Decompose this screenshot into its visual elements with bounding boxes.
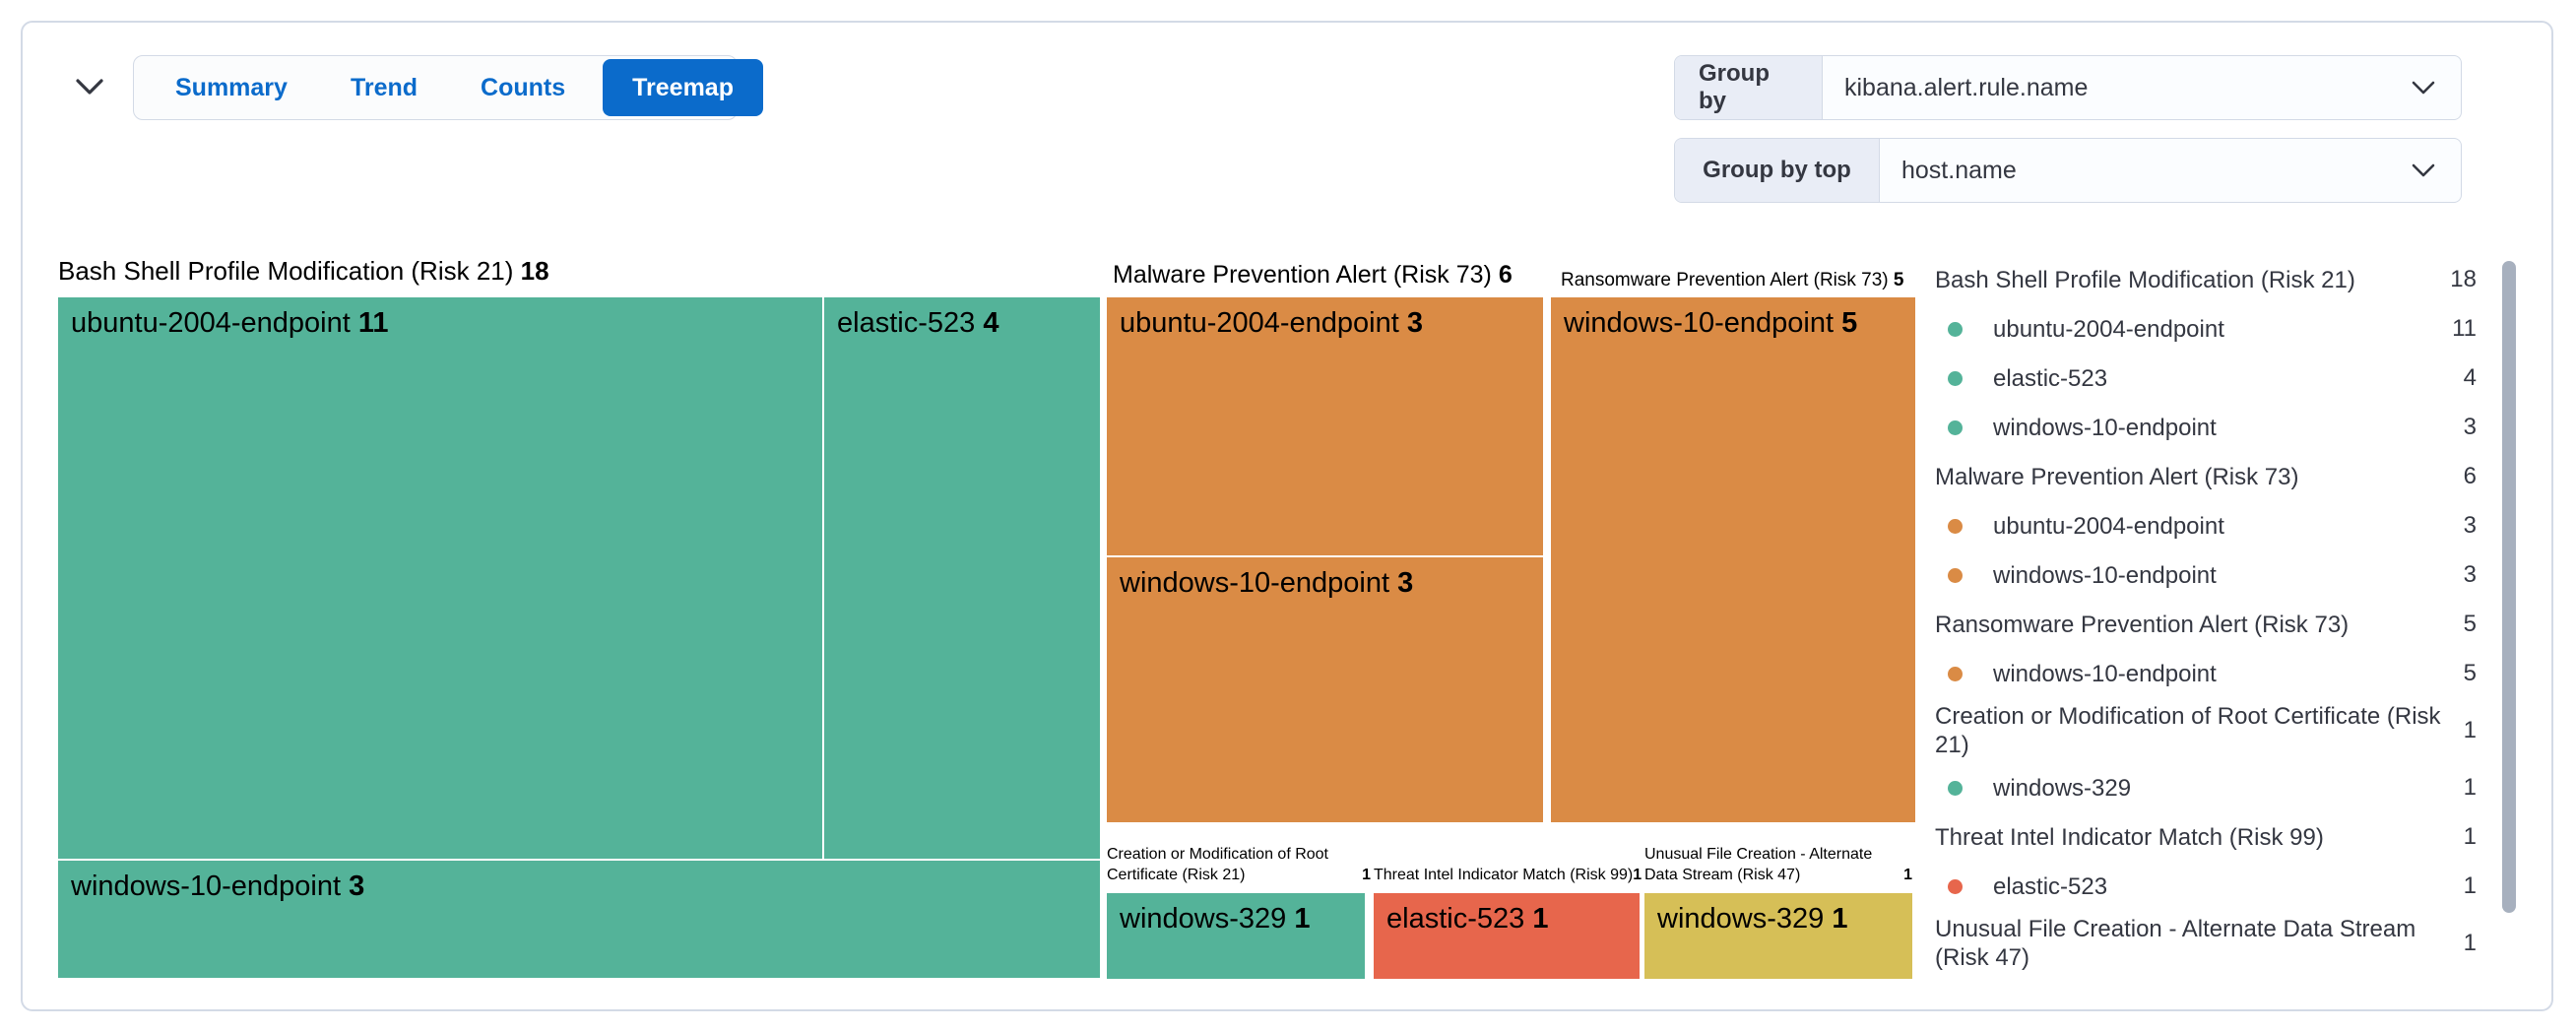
group-by-value: kibana.alert.rule.name (1844, 73, 2089, 101)
legend-label: Unusual File Creation - Alternate Data S… (1935, 916, 2416, 971)
legend-value: 4 (2463, 364, 2477, 391)
tab-trend[interactable]: Trend (350, 74, 419, 101)
legend-group-item[interactable]: Malware Prevention Alert (Risk 73) 6 (1935, 452, 2477, 501)
legend-item[interactable]: ubuntu-2004-endpoint 11 (1935, 304, 2477, 354)
treemap-cell[interactable]: ubuntu-2004-endpoint 3 (1107, 297, 1543, 555)
legend-scrollbar-thumb[interactable] (2502, 261, 2516, 913)
treemap-cell[interactable]: ubuntu-2004-endpoint 11 (58, 297, 822, 859)
legend-label: elastic-523 (1993, 872, 2108, 900)
legend-item[interactable]: windows-10-endpoint 5 (1935, 649, 2477, 698)
legend-value: 3 (2463, 561, 2477, 588)
legend-value: 5 (2463, 611, 2477, 637)
legend-value: 6 (2463, 463, 2477, 489)
legend-label: Threat Intel Indicator Match (Risk 99) (1935, 823, 2324, 851)
legend-label: elastic-523 (1993, 364, 2108, 392)
legend-label: ubuntu-2004-endpoint (1993, 315, 2224, 343)
legend-label: windows-10-endpoint (1993, 561, 2217, 589)
legend-value: 1 (2463, 823, 2477, 850)
legend-label: windows-329 (1993, 774, 2132, 802)
treemap-chart: Bash Shell Profile Modification (Risk 21… (23, 23, 1935, 1013)
legend-value: 1 (2463, 717, 2477, 743)
treemap-cell[interactable]: windows-329 1 (1644, 893, 1912, 979)
treemap-cell[interactable]: windows-10-endpoint 5 (1551, 297, 1915, 822)
legend-item[interactable]: windows-10-endpoint 3 (1935, 403, 2477, 452)
legend-dot (1948, 780, 1963, 796)
legend-label: ubuntu-2004-endpoint (1993, 512, 2224, 540)
treemap-cell[interactable]: windows-10-endpoint 3 (58, 861, 1100, 978)
legend-label: Ransomware Prevention Alert (Risk 73) (1935, 611, 2350, 638)
collapse-section-button[interactable] (68, 69, 111, 104)
tab-counts[interactable]: Counts (481, 74, 566, 101)
legend-item[interactable]: elastic-523 4 (1935, 354, 2477, 403)
legend-value: 3 (2463, 512, 2477, 539)
treemap-cell[interactable]: windows-329 1 (1107, 893, 1365, 979)
legend-value: 11 (2452, 315, 2477, 342)
group-by-top-prepend-label: Group by top (1675, 139, 1880, 202)
legend-dot (1948, 567, 1963, 583)
treemap-group-header: Malware Prevention Alert (Risk 73) 6 (1113, 261, 1513, 289)
treemap-group-header: Threat Intel Indicator Match (Risk 99) 1 (1374, 867, 1642, 883)
chevron-down-icon (76, 78, 103, 95)
alerts-panel: Summary Trend Counts Treemap Group by kiban… (21, 21, 2553, 1011)
treemap-group-header: Creation or Modification of Root Certifi… (1107, 846, 1371, 883)
legend-value: 1 (2463, 872, 2477, 899)
treemap-legend: Bash Shell Profile Modification (Risk 21… (1935, 255, 2477, 976)
legend-dot (1948, 419, 1963, 435)
treemap-group-header: Unusual File Creation - Alternate Data S… (1644, 846, 1912, 883)
tab-summary[interactable]: Summary (175, 74, 288, 101)
legend-label: Bash Shell Profile Modification (Risk 21… (1935, 266, 2355, 293)
treemap-cell[interactable]: elastic-523 1 (1374, 893, 1640, 979)
tab-treemap[interactable]: Treemap (603, 59, 763, 116)
legend-value: 1 (2463, 774, 2477, 801)
legend-group-item[interactable]: Ransomware Prevention Alert (Risk 73) 5 (1935, 600, 2477, 649)
legend-label: Creation or Modification of Root Certifi… (1935, 703, 2441, 758)
legend-dot (1948, 370, 1963, 386)
legend-item[interactable]: elastic-523 1 (1935, 862, 2477, 911)
legend-value: 3 (2463, 414, 2477, 440)
treemap-cell[interactable]: windows-10-endpoint 3 (1107, 557, 1543, 822)
view-tab-group: Summary Trend Counts Treemap (133, 55, 763, 120)
legend-label: windows-10-endpoint (1993, 660, 2217, 687)
group-by-prepend-label: Group by (1675, 56, 1823, 119)
legend-value: 5 (2463, 660, 2477, 686)
group-by-top-value: host.name (1901, 156, 2017, 184)
legend-label: Malware Prevention Alert (Risk 73) (1935, 463, 2299, 490)
group-by-top-select[interactable]: Group by top host.name (1674, 138, 2462, 203)
legend-group-item[interactable]: Creation or Modification of Root Certifi… (1935, 698, 2477, 763)
treemap-group-header: Ransomware Prevention Alert (Risk 73) 5 (1561, 270, 1904, 290)
legend-group-item[interactable]: Bash Shell Profile Modification (Risk 21… (1935, 255, 2477, 304)
treemap-group-header: Bash Shell Profile Modification (Risk 21… (58, 256, 549, 286)
legend-dot (1948, 878, 1963, 894)
legend-group-item[interactable]: Threat Intel Indicator Match (Risk 99) 1 (1935, 812, 2477, 862)
legend-value: 1 (2463, 930, 2477, 956)
legend-item[interactable]: windows-10-endpoint 3 (1935, 550, 2477, 600)
legend-item[interactable]: ubuntu-2004-endpoint 3 (1935, 501, 2477, 550)
legend-dot (1948, 518, 1963, 534)
legend-group-item[interactable]: Unusual File Creation - Alternate Data S… (1935, 911, 2477, 976)
treemap-cell[interactable]: elastic-523 4 (824, 297, 1100, 859)
legend-value: 18 (2450, 266, 2477, 292)
group-by-select[interactable]: Group by kibana.alert.rule.name (1674, 55, 2462, 120)
legend-item[interactable]: windows-329 1 (1935, 763, 2477, 812)
legend-dot (1948, 666, 1963, 681)
legend-dot (1948, 321, 1963, 337)
chevron-down-icon (2412, 56, 2461, 119)
chevron-down-icon (2412, 139, 2461, 202)
legend-label: windows-10-endpoint (1993, 414, 2217, 441)
